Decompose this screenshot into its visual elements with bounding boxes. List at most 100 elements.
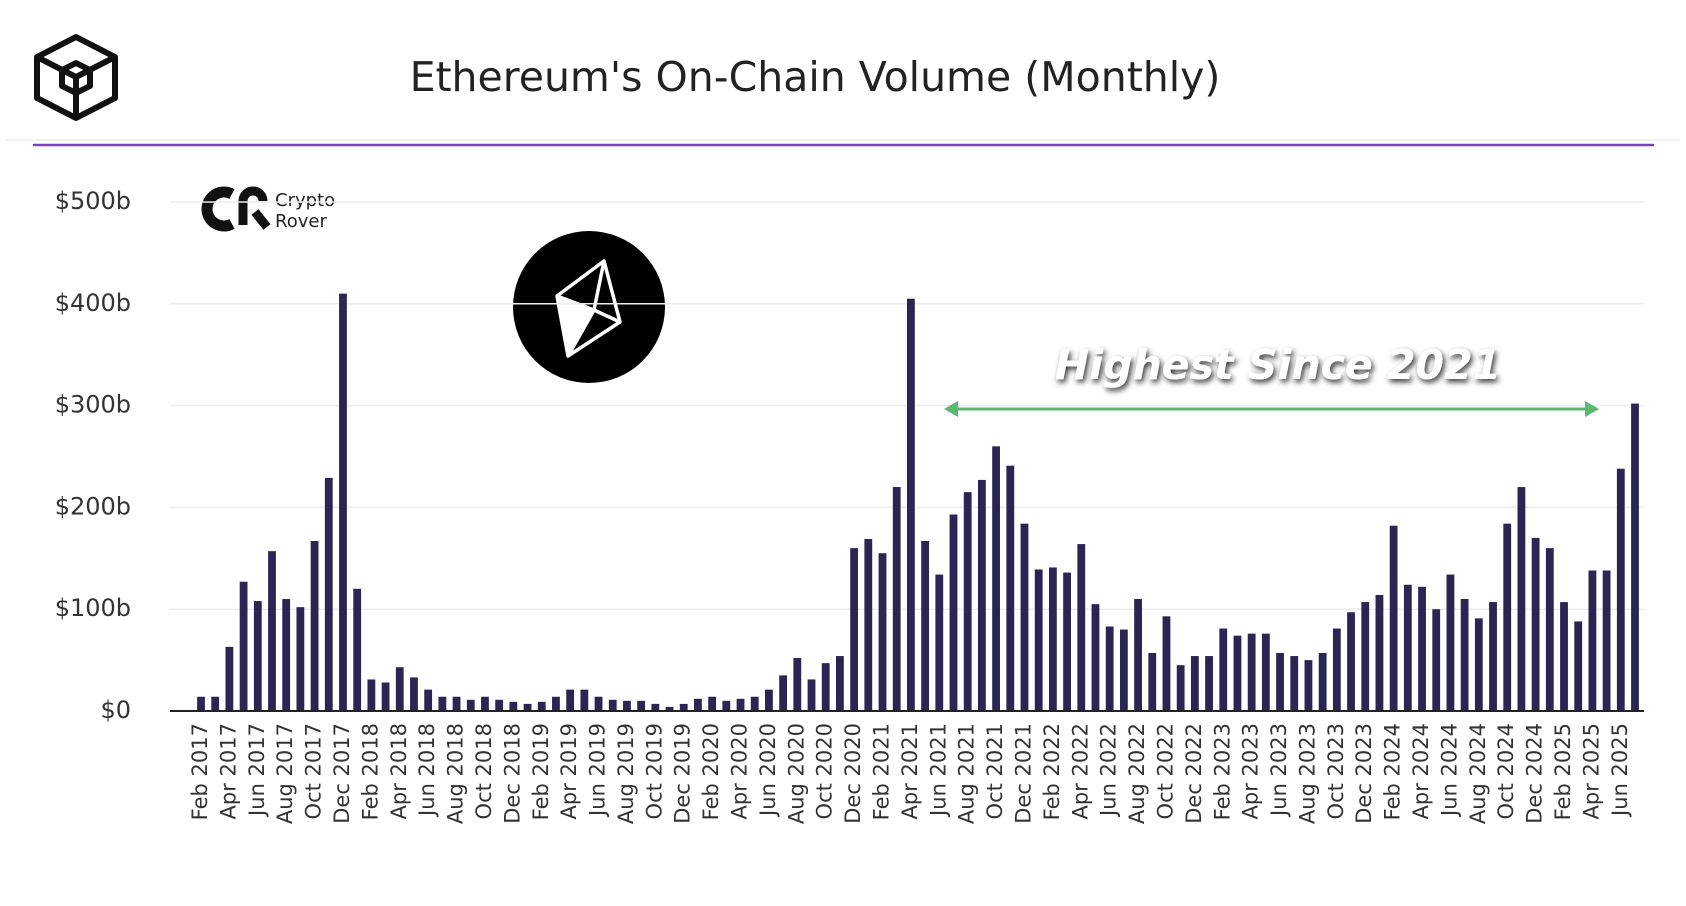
bar — [878, 553, 887, 711]
x-tick-label: Feb 2022 — [1040, 723, 1064, 820]
bar — [977, 479, 986, 711]
bar — [1460, 599, 1469, 711]
x-tick-label: Feb 2021 — [870, 723, 894, 820]
bar — [310, 540, 319, 711]
bar — [1205, 656, 1213, 711]
bar — [197, 696, 205, 711]
x-tick-label: Feb 2020 — [699, 723, 723, 820]
bar — [1247, 633, 1256, 711]
bar — [481, 696, 489, 711]
bar — [395, 667, 404, 711]
brand-text: Rover — [275, 211, 327, 232]
bar — [523, 703, 532, 711]
bar — [736, 698, 745, 711]
x-tick-label: Oct 2022 — [1153, 723, 1177, 819]
bar — [1616, 468, 1625, 711]
bar — [1517, 487, 1526, 711]
bar — [1134, 599, 1142, 711]
x-tick-label: Aug 2022 — [1125, 723, 1149, 824]
x-tick-label: Feb 2024 — [1381, 723, 1405, 820]
bar — [722, 700, 731, 711]
bar — [665, 706, 674, 711]
bar — [1105, 626, 1114, 711]
bar — [992, 446, 1000, 711]
x-tick-label: Dec 2017 — [330, 723, 354, 824]
bar — [1560, 602, 1568, 711]
bar — [225, 646, 234, 711]
brand-logo: Crypto Rover — [201, 186, 335, 232]
bar — [1261, 633, 1270, 711]
y-tick-label: $300b — [55, 391, 131, 419]
x-tick-label: Feb 2025 — [1551, 723, 1575, 820]
bar — [466, 699, 475, 711]
bar — [608, 699, 617, 711]
bar — [694, 698, 702, 711]
bar — [1545, 548, 1554, 711]
bar — [623, 700, 631, 711]
bar — [708, 696, 717, 711]
bar — [1588, 570, 1597, 711]
x-tick-label: Aug 2020 — [784, 723, 808, 824]
x-tick-label: Jun 2025 — [1608, 723, 1632, 818]
bar — [1091, 604, 1100, 711]
bar — [1318, 652, 1327, 711]
bar — [1347, 612, 1355, 711]
x-tick-label: Aug 2024 — [1466, 723, 1490, 824]
bar — [268, 551, 276, 711]
x-tick-label: Apr 2025 — [1579, 723, 1603, 819]
bar — [1403, 584, 1412, 711]
bar — [651, 703, 660, 711]
bar — [850, 548, 859, 711]
bar — [765, 689, 773, 711]
x-tick-label: Feb 2023 — [1210, 723, 1234, 820]
x-tick-label: Dec 2020 — [841, 723, 865, 824]
bar — [594, 696, 603, 711]
bar — [438, 696, 447, 711]
bar — [1063, 572, 1071, 711]
bar — [1304, 660, 1313, 711]
bar — [495, 699, 504, 711]
x-tick-label: Jun 2022 — [1097, 723, 1121, 818]
bar — [566, 689, 575, 711]
bar — [1432, 609, 1441, 711]
bar — [779, 675, 788, 711]
bar — [1048, 567, 1057, 711]
x-tick-label: Dec 2019 — [671, 723, 695, 824]
bar — [424, 689, 433, 711]
bar — [1034, 569, 1043, 711]
bar — [679, 703, 688, 711]
bar — [963, 492, 972, 711]
bar — [1190, 656, 1199, 711]
x-tick-label: Dec 2022 — [1182, 723, 1206, 824]
chart-title: Ethereum's On-Chain Volume (Monthly) — [410, 53, 1221, 101]
y-tick-label: $500b — [55, 187, 131, 215]
x-tick-label: Oct 2020 — [813, 723, 837, 819]
bar — [1219, 628, 1228, 711]
y-tick-label: $0 — [100, 696, 131, 724]
x-tick-label: Jun 2024 — [1437, 723, 1461, 818]
bar — [1602, 570, 1611, 711]
bar — [1020, 523, 1029, 711]
x-tick-label: Apr 2021 — [898, 723, 922, 819]
x-tick-label: Apr 2023 — [1239, 723, 1263, 819]
bar — [353, 588, 362, 711]
x-tick-label: Oct 2017 — [302, 723, 326, 819]
bar — [367, 679, 376, 711]
bar — [410, 677, 418, 711]
bar — [1375, 594, 1384, 711]
bar — [637, 700, 646, 711]
x-tick-label: Jun 2019 — [586, 723, 610, 818]
bar — [1006, 465, 1015, 711]
x-tick-label: Jun 2020 — [756, 723, 780, 818]
bar — [253, 601, 262, 711]
bar — [807, 679, 816, 711]
brand-text: Crypto — [275, 190, 335, 211]
bar — [324, 477, 333, 711]
bar — [1176, 665, 1185, 711]
bar — [1119, 629, 1128, 711]
bar — [339, 293, 347, 711]
bar — [552, 696, 560, 711]
bar — [906, 298, 915, 711]
bar — [821, 663, 830, 711]
